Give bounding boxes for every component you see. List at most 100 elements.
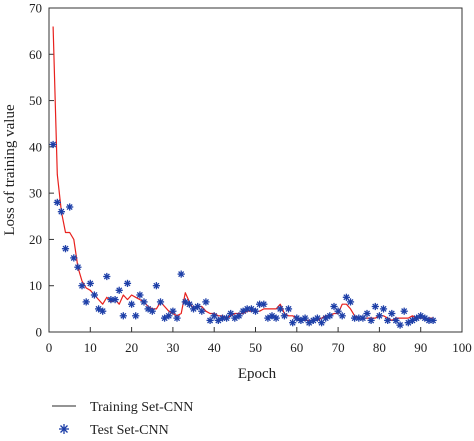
test-point — [227, 309, 235, 318]
test-point — [247, 305, 255, 313]
y-tick-label: 10 — [29, 278, 42, 293]
test-point — [379, 305, 388, 313]
legend: Training Set-CNN Test Set-CNN — [52, 400, 193, 438]
test-point — [429, 316, 437, 324]
legend-label-test: Test Set-CNN — [90, 423, 169, 438]
test-point — [413, 314, 421, 322]
test-point — [375, 312, 383, 320]
test-point — [251, 307, 260, 315]
x-tick-label: 50 — [249, 340, 262, 355]
test-point — [289, 319, 297, 327]
test-point — [156, 298, 165, 306]
test-point — [198, 307, 206, 315]
test-point — [49, 140, 57, 149]
test-point — [334, 307, 342, 315]
test-point — [173, 314, 181, 322]
test-point — [400, 307, 408, 315]
test-point — [128, 300, 136, 308]
test-point — [301, 314, 309, 322]
x-ticks: 0 10 20 30 40 50 60 70 80 90 100 — [46, 327, 472, 355]
x-tick-label: 10 — [84, 340, 97, 355]
test-point — [210, 312, 218, 320]
x-tick-label: 60 — [290, 340, 303, 355]
test-point — [119, 312, 127, 320]
test-point — [177, 270, 185, 278]
y-ticks: 0 10 20 30 40 50 60 70 — [29, 1, 54, 340]
x-tick-label: 20 — [125, 340, 138, 355]
test-point — [396, 321, 404, 329]
y-tick-label: 60 — [29, 47, 42, 62]
test-point — [359, 314, 367, 322]
test-point — [136, 291, 144, 299]
test-point — [132, 312, 140, 320]
x-axis-title: Epoch — [238, 366, 277, 382]
test-point — [115, 286, 123, 294]
y-tick-label: 0 — [36, 325, 43, 340]
x-tick-label: 80 — [373, 340, 386, 355]
test-point — [103, 272, 111, 281]
test-point — [148, 307, 156, 315]
test-point — [363, 309, 371, 318]
legend-label-training: Training Set-CNN — [90, 400, 193, 415]
test-point — [392, 316, 400, 324]
test-point — [194, 302, 202, 311]
test-point — [70, 254, 78, 262]
test-point — [99, 307, 107, 315]
test-point — [90, 291, 98, 299]
test-point — [235, 312, 243, 320]
x-tick-label: 40 — [208, 340, 221, 355]
test-point — [384, 316, 392, 324]
test-point — [284, 305, 293, 313]
y-tick-label: 70 — [29, 1, 42, 16]
test-point — [169, 307, 177, 315]
test-point — [223, 314, 231, 322]
test-point — [305, 319, 313, 327]
test-point — [202, 298, 210, 306]
test-point — [326, 312, 334, 320]
y-tick-label: 40 — [29, 139, 42, 154]
y-tick-label: 50 — [29, 93, 42, 108]
test-point — [82, 298, 90, 306]
x-tick-label: 30 — [166, 340, 179, 355]
test-point — [140, 298, 148, 306]
y-tick-label: 30 — [29, 186, 42, 201]
test-point — [161, 314, 169, 322]
y-axis-title: Loss of training value — [2, 104, 18, 236]
x-tick-label: 100 — [452, 340, 472, 355]
test-point — [346, 298, 355, 306]
test-point — [313, 314, 322, 322]
y-tick-label: 20 — [29, 232, 42, 247]
test-point — [276, 305, 284, 313]
test-point — [260, 300, 268, 308]
test-point — [206, 316, 214, 324]
test-point — [123, 279, 132, 287]
test-point — [280, 312, 288, 320]
x-tick-label: 90 — [414, 340, 427, 355]
test-series — [49, 140, 437, 329]
test-point — [318, 319, 326, 327]
test-point — [338, 312, 346, 320]
test-point — [57, 208, 65, 216]
test-point — [78, 282, 86, 290]
x-tick-label: 0 — [46, 340, 53, 355]
legend-star-icon — [59, 424, 69, 434]
test-point — [272, 314, 280, 322]
test-point — [330, 302, 338, 311]
x-tick-label: 70 — [332, 340, 345, 355]
test-point — [367, 316, 375, 324]
test-point — [371, 302, 379, 311]
test-point — [74, 263, 82, 271]
test-point — [61, 245, 70, 253]
test-point — [388, 309, 396, 318]
test-point — [86, 279, 94, 287]
plot-frame — [48, 7, 463, 333]
test-point — [165, 312, 173, 320]
test-point — [152, 282, 160, 290]
test-point — [53, 198, 61, 206]
test-point — [111, 296, 119, 304]
test-point — [342, 293, 350, 301]
test-point — [185, 300, 193, 308]
legend-star-swatch — [59, 424, 69, 434]
test-point — [66, 203, 74, 211]
